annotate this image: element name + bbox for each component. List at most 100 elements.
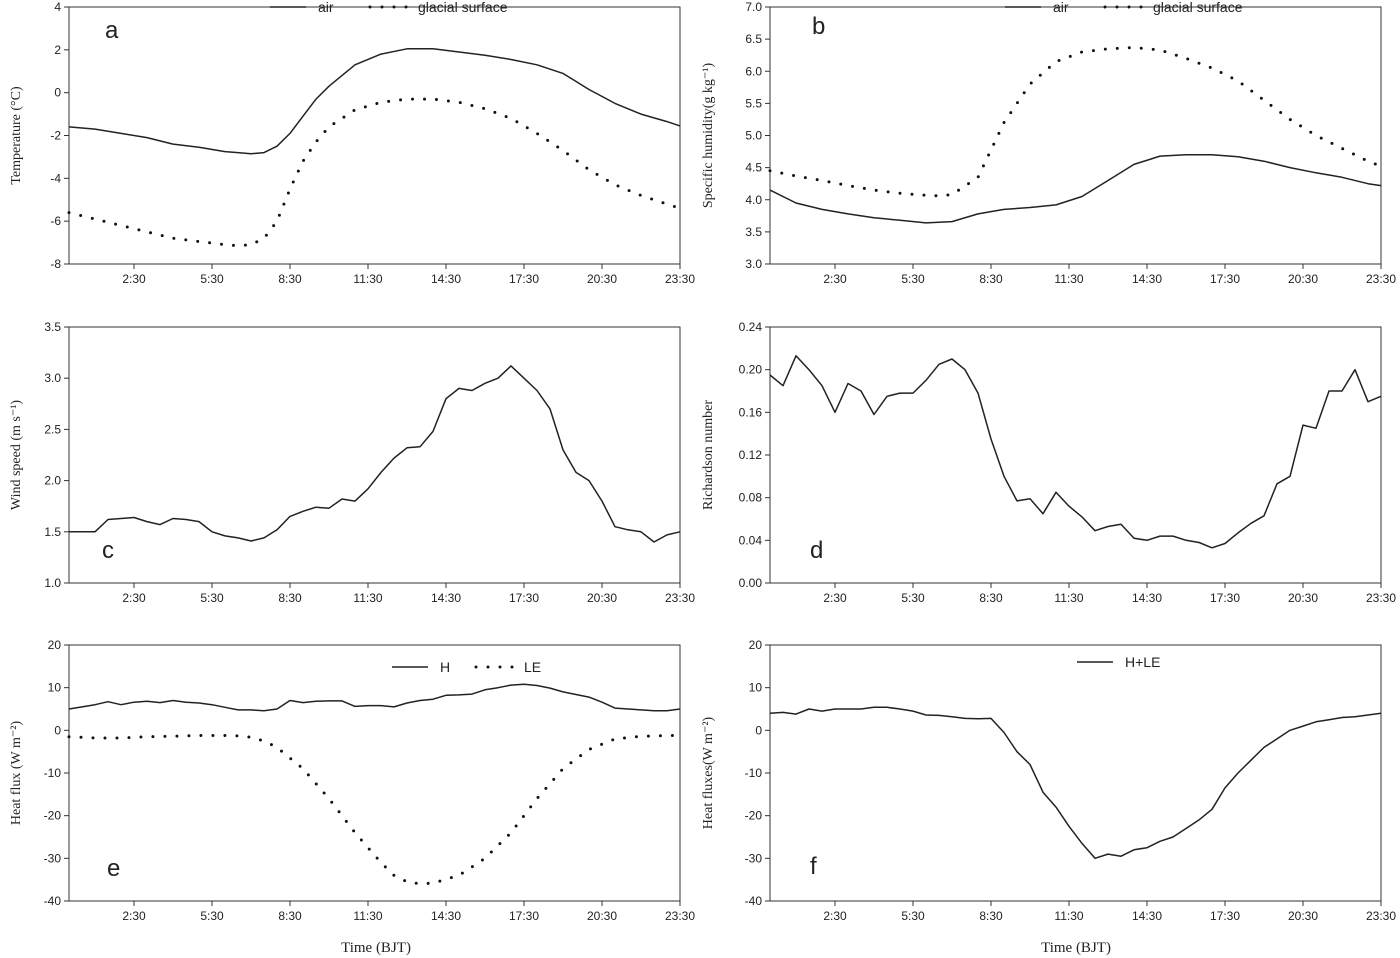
y-tick-label: 3.0 <box>745 257 762 271</box>
y-tick-label: -6 <box>50 214 61 228</box>
panels: -8 -6 -4 -20 2 4 2:30 5:30 8:30 11:30 14:30 17:30 20… <box>9 0 1396 923</box>
series-line-air <box>769 154 1382 224</box>
panel-c: 1.0 1.5 2.0 2.5 3.0 3.5 2:30 5:30 8:30 11:30 14:30… <box>9 320 695 605</box>
y-tick-label: 3.0 <box>44 371 61 385</box>
y-tick-label: 3.5 <box>745 225 762 239</box>
y-tick-label: -20 <box>44 809 62 823</box>
x-tick-label: 17:30 <box>1210 272 1240 286</box>
x-tick-label: 2:30 <box>122 272 146 286</box>
x-tick-label: 23:30 <box>1366 591 1396 605</box>
x-tick-label: 17:30 <box>509 909 539 923</box>
y-tick-label: 0.08 <box>739 491 763 505</box>
legend-label: air <box>1053 0 1069 15</box>
x-tick-label: 14:30 <box>1132 272 1162 286</box>
y-tick-label: 2.0 <box>44 474 61 488</box>
x-tick-label: 11:30 <box>353 591 382 605</box>
legend-label: glacial surface <box>418 0 508 15</box>
series-line-le <box>67 734 682 886</box>
y-axis-title: Richardson number <box>701 400 716 510</box>
y-tick-label: -40 <box>745 894 763 908</box>
x-tick-label: 8:30 <box>278 272 302 286</box>
y-tick-label: -20 <box>745 809 763 823</box>
x-tick-label: 5:30 <box>200 909 224 923</box>
x-tick-label: 8:30 <box>979 591 1003 605</box>
panel-e: -40 -30 -20 -10 0 10 20 2:30 5:30 8:30 11:30 14:30 1… <box>9 638 695 923</box>
panel-b: 3.0 3.5 4.0 4.5 5.0 5.5 6.0 6.5 7.0 2:30 5:30 8:30 1… <box>701 0 1396 286</box>
x-tick-label: 14:30 <box>1132 591 1162 605</box>
x-tick-label: 17:30 <box>509 591 539 605</box>
y-tick-label: 10 <box>749 681 763 695</box>
x-tick-label: 5:30 <box>901 591 925 605</box>
x-tick-label: 11:30 <box>353 909 382 923</box>
y-tick-label: -30 <box>745 851 763 865</box>
y-tick-label: 0.24 <box>739 320 763 334</box>
y-tick-label: 0.20 <box>739 363 763 377</box>
legend-label: H <box>440 659 450 675</box>
x-tick-label: 20:30 <box>587 272 617 286</box>
panel-label: f <box>810 853 817 880</box>
x-tick-label: 8:30 <box>979 272 1003 286</box>
legend-label: LE <box>524 659 541 675</box>
y-tick-label: 4.5 <box>745 161 762 175</box>
x-tick-label: 2:30 <box>823 591 847 605</box>
x-tick-label: 17:30 <box>1210 909 1240 923</box>
x-axis-title-left: Time (BJT) <box>341 940 411 956</box>
x-tick-label: 5:30 <box>901 272 925 286</box>
x-tick-label: 8:30 <box>979 909 1003 923</box>
y-tick-label: 0.00 <box>739 576 763 590</box>
panel-a: -8 -6 -4 -2 0 2 4 2:30 5:30 8:30 11:30 14:30 17:30 20… <box>9 0 695 286</box>
plot-area-frame <box>68 644 681 902</box>
y-tick-label: 4 <box>54 0 61 14</box>
x-tick-label: 20:30 <box>1288 272 1318 286</box>
series-line-glacial-surface <box>67 97 682 248</box>
x-tick-label: 11:30 <box>1054 909 1083 923</box>
legend-label: glacial surface <box>1153 0 1243 15</box>
y-tick-label: 2.5 <box>44 422 61 436</box>
y-axis-title: Heat fluxes(W m⁻²) <box>701 716 716 829</box>
y-tick-label: 7.0 <box>745 0 762 14</box>
y-tick-label: 4.0 <box>745 193 762 207</box>
y-tick-label: -30 <box>44 851 62 865</box>
series-line-h-le <box>769 706 1382 860</box>
x-tick-label: 8:30 <box>278 909 302 923</box>
x-tick-label: 14:30 <box>1132 909 1162 923</box>
y-tick-label: 6.0 <box>745 64 762 78</box>
y-tick-label: 5.5 <box>745 96 762 110</box>
x-tick-label: 20:30 <box>587 909 617 923</box>
plot-area-frame <box>68 326 681 584</box>
x-tick-label: 2:30 <box>823 909 847 923</box>
x-tick-label: 8:30 <box>278 591 302 605</box>
plot-area-frame <box>68 6 681 265</box>
panel-label: c <box>102 537 114 564</box>
plot-area-frame <box>769 6 1382 265</box>
y-tick-label: 0.12 <box>739 448 763 462</box>
panel-d: 0.00 0.04 0.08 0.12 0.16 0.20 0.24 2:30 5:30 8:30… <box>701 320 1396 605</box>
y-tick-label: 1.0 <box>44 576 61 590</box>
x-tick-label: 2:30 <box>122 909 146 923</box>
x-tick-label: 2:30 <box>823 272 847 286</box>
x-tick-label: 17:30 <box>1210 591 1240 605</box>
y-tick-label: 5.0 <box>745 129 762 143</box>
panel-label: b <box>812 13 825 40</box>
x-tick-label: 5:30 <box>901 909 925 923</box>
y-tick-label: 2 <box>54 43 61 57</box>
y-tick-label: 20 <box>749 638 763 652</box>
x-tick-label: 20:30 <box>1288 909 1318 923</box>
y-tick-label: 0 <box>54 723 61 737</box>
y-axis-title: Specific humidity(g kg⁻¹) <box>701 62 716 208</box>
y-axis-title: Temperature (°C) <box>9 86 24 185</box>
y-tick-label: 6.5 <box>745 32 762 46</box>
series-line-wind-speed <box>69 365 681 543</box>
series-line-glacial-surface <box>768 45 1383 198</box>
x-tick-label: 14:30 <box>431 591 461 605</box>
y-tick-label: -4 <box>50 171 61 185</box>
x-tick-label: 11:30 <box>1054 591 1083 605</box>
y-tick-label: -8 <box>50 257 61 271</box>
panel-label: e <box>107 855 120 882</box>
y-tick-label: -40 <box>44 894 62 908</box>
x-tick-label: 23:30 <box>1366 909 1396 923</box>
panel-label: a <box>105 17 119 44</box>
series-line-air <box>68 48 681 155</box>
y-axis-title: Heat flux (W m⁻²) <box>9 721 24 826</box>
